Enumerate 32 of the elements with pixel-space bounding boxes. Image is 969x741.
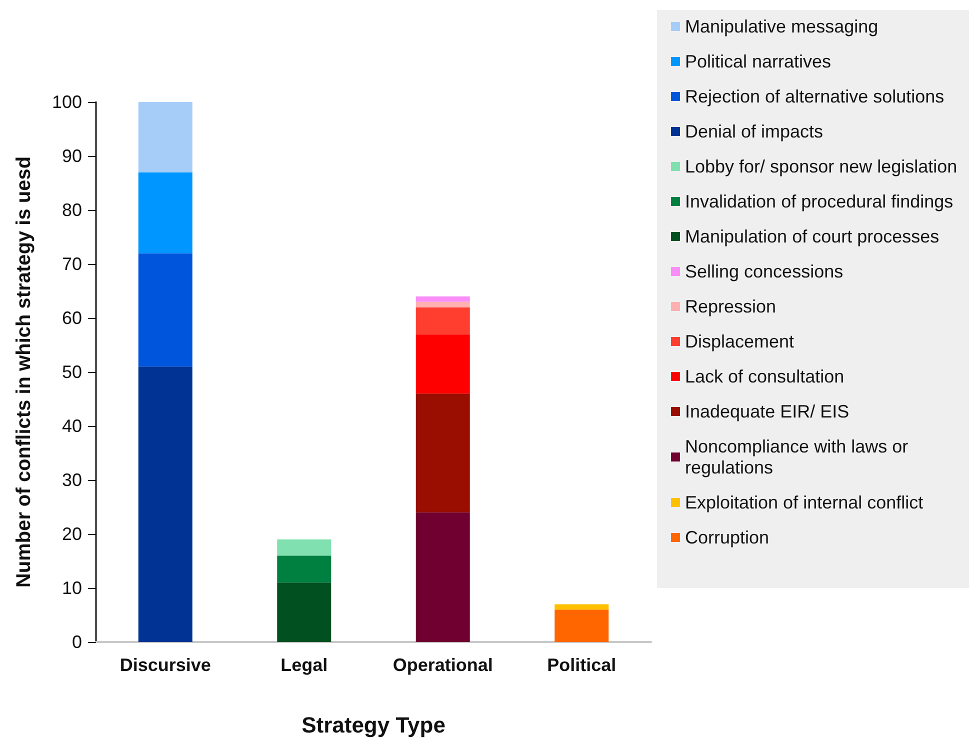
x-tick-label: Political [547, 655, 616, 675]
legend-label: Selling concessions [685, 262, 844, 282]
legend-label: Inadequate EIR/ EIS [685, 402, 850, 422]
legend-label: Corruption [685, 528, 770, 548]
x-tick-label: Discursive [120, 655, 211, 675]
y-tick-label: 40 [62, 416, 82, 436]
y-tick-label: 90 [62, 146, 82, 166]
x-tick-label: Operational [392, 655, 493, 675]
y-tick-label: 60 [62, 308, 82, 328]
x-tick-label: Legal [280, 655, 328, 675]
legend-label: Lack of consultation [685, 366, 844, 386]
y-tick-label: 20 [62, 524, 82, 544]
y-tick-label: 10 [62, 578, 82, 598]
y-tick-label: 100 [52, 92, 82, 112]
legend-label: Exploitation of internal conflict [685, 492, 924, 512]
y-tick-label: 0 [72, 632, 82, 652]
y-tick-label: 70 [62, 254, 82, 274]
y-axis-title: Number of conflicts in which strategy is uesd [13, 156, 35, 588]
y-tick-label: 50 [62, 362, 82, 382]
y-tick-label: 80 [62, 200, 82, 220]
legend-label: Manipulative messaging [685, 16, 878, 36]
legend-label: Invalidation of procedural findings [685, 192, 954, 212]
y-tick-label: 30 [62, 470, 82, 490]
legend-label: Rejection of alternative solutions [685, 86, 944, 106]
legend-label: Noncompliance with laws or regulations [685, 436, 914, 478]
x-axis-title: Strategy Type [302, 712, 446, 738]
legend-label: Lobby for/ sponsor new legislation [685, 156, 958, 176]
legend-label: Manipulation of court processes [685, 226, 940, 246]
legend-label: Displacement [685, 332, 794, 352]
legend-label: Denial of impacts [685, 122, 824, 142]
legend-label: Repression [685, 296, 776, 316]
legend-label: Political narratives [685, 52, 832, 72]
